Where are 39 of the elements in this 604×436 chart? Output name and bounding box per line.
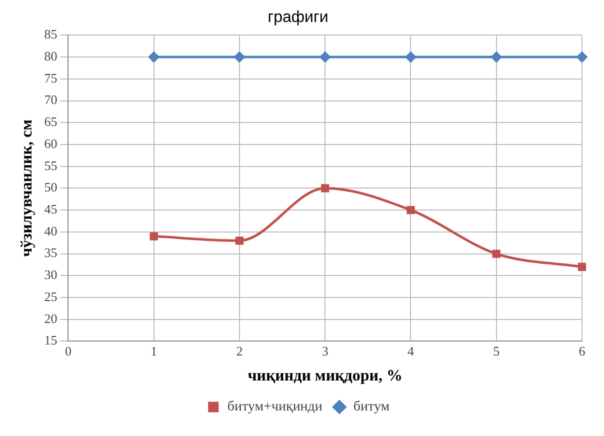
point [491, 52, 502, 62]
x-tick-label: 3 [322, 343, 328, 358]
y-tick-label: 15 [44, 332, 58, 348]
y-axis-title: чўзилувчанлик, см [18, 119, 36, 257]
point [492, 250, 500, 258]
point [321, 184, 330, 192]
y-tick-label: 70 [44, 92, 58, 108]
y-tick-label: 85 [44, 26, 58, 42]
x-tick-label: 6 [578, 343, 586, 358]
y-tick-label: 60 [44, 136, 58, 151]
y-tick-label: 45 [44, 201, 58, 216]
point [578, 262, 586, 271]
point [576, 52, 588, 62]
point [148, 52, 160, 62]
y-tick-label: 20 [44, 310, 58, 326]
y-tick-label: 75 [44, 70, 58, 86]
y-tick-label: 55 [44, 158, 58, 173]
point [235, 236, 244, 245]
legend-label: битум+чиқинди [227, 400, 323, 415]
point [234, 52, 245, 62]
point [406, 206, 415, 214]
point [150, 232, 158, 240]
y-tick-label: 50 [44, 180, 58, 195]
legend-label: битум [353, 400, 390, 415]
y-tick-label: 30 [44, 267, 58, 282]
chart-title: графиги [268, 9, 328, 26]
x-tick-label: 0 [64, 343, 72, 358]
x-axis-title: чиқинди миқдори, % [248, 368, 402, 385]
x-tick-label: 1 [150, 343, 158, 358]
y-tick-label: 80 [44, 48, 58, 64]
y-tick-label: 40 [44, 223, 58, 238]
x-tick-label: 4 [407, 343, 414, 358]
y-tick-label: 35 [44, 245, 58, 260]
y-tick-label: 25 [44, 288, 58, 304]
x-tick-label: 2 [236, 343, 243, 358]
x-tick-label: 5 [493, 343, 500, 358]
y-tick-label: 65 [44, 114, 58, 130]
point [320, 52, 330, 62]
point [405, 52, 416, 62]
